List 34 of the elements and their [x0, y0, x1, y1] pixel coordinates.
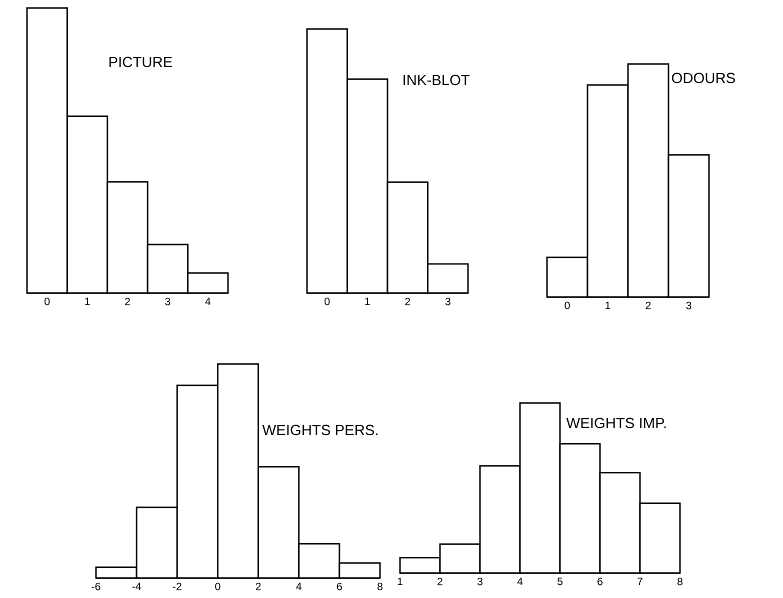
x-tick-label: 0 — [215, 582, 220, 590]
x-tick-label: 7 — [638, 578, 642, 586]
x-tick-label: 2 — [438, 578, 442, 586]
x-tick-label: 3 — [477, 578, 482, 586]
x-tick-label: 0 — [44, 298, 50, 306]
text: INK-BLOT — [404, 74, 470, 86]
x-tick-label: 8 — [378, 582, 382, 590]
x-tick-label: 1 — [606, 302, 610, 310]
x-tick-label: 4 — [296, 582, 302, 590]
x-tick-label: -2 — [172, 582, 182, 590]
x-tick-label: 3 — [686, 302, 692, 310]
x-tick-label: 4 — [517, 578, 523, 586]
x-tick-label: 0 — [324, 298, 330, 306]
x-tick-label: 1 — [85, 298, 90, 306]
x-tick-label: -6 — [92, 582, 100, 590]
x-tick-label: 2 — [256, 582, 261, 590]
x-tick-label: 2 — [646, 302, 651, 310]
x-tick-label: 4 — [205, 298, 211, 306]
chart-title: ODOURS — [672, 72, 735, 84]
x-tick-label: 5 — [557, 578, 563, 586]
x-tick-label: 1 — [365, 298, 370, 306]
x-tick-label: 3 — [445, 298, 450, 306]
x-tick-label: 0 — [564, 302, 570, 310]
x-tick-label: 1 — [398, 578, 402, 586]
x-tick-label: 8 — [677, 578, 682, 586]
text: WEIGHTS IMP. — [566, 418, 666, 428]
x-tick-label: 2 — [125, 298, 130, 306]
x-tick-label: -4 — [132, 582, 142, 590]
x-tick-label: 3 — [165, 298, 170, 306]
x-tick-label: 2 — [405, 298, 410, 306]
x-tick-label: 6 — [598, 578, 602, 586]
x-tick-label: 6 — [337, 582, 342, 590]
text: PICTURE — [109, 56, 172, 68]
text: WEIGHTS PERS. — [262, 424, 378, 436]
